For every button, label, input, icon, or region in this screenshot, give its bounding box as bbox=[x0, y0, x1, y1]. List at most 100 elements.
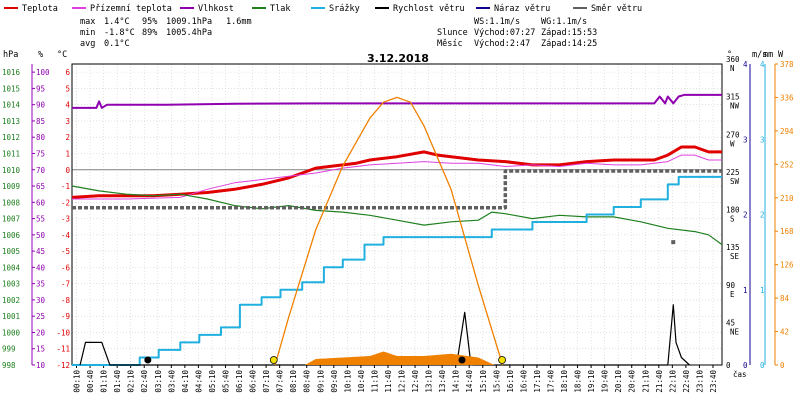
tick-humidity-12: 70 bbox=[36, 166, 46, 175]
tick-x-36: 18:10 bbox=[560, 370, 569, 393]
info-moonset: Západ:14:25 bbox=[541, 39, 597, 49]
tick-x-5: 02:40 bbox=[140, 370, 149, 393]
tick-x-6: 03:10 bbox=[154, 370, 163, 393]
tick-x-19: 09:40 bbox=[330, 370, 339, 393]
legend-label-0: Teplota bbox=[22, 4, 58, 14]
tick-x-23: 11:40 bbox=[384, 370, 393, 393]
tick-temperature-8: -4 bbox=[61, 231, 71, 240]
tick-pressure-1: 999 bbox=[2, 345, 16, 354]
tick-x-4: 02:10 bbox=[127, 370, 136, 393]
tick-pressure-6: 1004 bbox=[2, 263, 21, 272]
tick-pressure-2: 1000 bbox=[2, 328, 21, 337]
tick-x-35: 17:40 bbox=[546, 370, 555, 393]
unit-rain: mm bbox=[763, 50, 773, 60]
stat-0-3: 1009.1hPa bbox=[166, 17, 212, 27]
rain-intensity-area bbox=[304, 351, 495, 365]
tick-humidity-7: 45 bbox=[36, 247, 45, 256]
grid bbox=[72, 64, 722, 366]
tick-x-41: 20:40 bbox=[628, 370, 637, 393]
tick-direction-3: 135 bbox=[726, 243, 740, 252]
tick-temperature-9: -3 bbox=[61, 215, 70, 224]
tick-x-13: 06:40 bbox=[249, 370, 258, 393]
tick-x-27: 13:40 bbox=[438, 370, 447, 393]
tick-pressure-4: 1002 bbox=[2, 296, 20, 305]
stat-1-2: 89% bbox=[142, 28, 157, 38]
tick-pressure-12: 1010 bbox=[2, 166, 21, 175]
tick-x-1: 00:40 bbox=[86, 370, 95, 393]
tick-x-44: 22:10 bbox=[668, 370, 677, 393]
tick-rain-4: 4 bbox=[760, 60, 765, 69]
series-line-5 bbox=[79, 304, 690, 366]
tick-pressure-16: 1014 bbox=[2, 101, 21, 110]
tick-x-24: 12:10 bbox=[398, 370, 407, 393]
tick-temperature-3: -9 bbox=[61, 312, 70, 321]
moon-marker-1 bbox=[458, 356, 466, 364]
tick-humidity-8: 50 bbox=[36, 231, 46, 240]
tick-pressure-3: 1001 bbox=[2, 312, 20, 321]
tick-solar-0: 0 bbox=[780, 361, 785, 370]
tick-solar-7: 294 bbox=[780, 127, 794, 136]
unit-solar: W bbox=[778, 50, 784, 60]
tick-direction-label-4: S bbox=[730, 215, 735, 224]
stat-0-0: max bbox=[80, 17, 95, 27]
tick-temperature-2: -10 bbox=[56, 328, 70, 337]
tick-x-45: 22:40 bbox=[682, 370, 691, 393]
tick-humidity-4: 30 bbox=[36, 296, 46, 305]
tick-x-21: 10:40 bbox=[357, 370, 366, 393]
tick-wind-0: 0 bbox=[743, 361, 748, 370]
tick-rain-3: 3 bbox=[760, 135, 765, 144]
tick-rain-2: 2 bbox=[760, 211, 765, 220]
tick-wind-1: 1 bbox=[743, 286, 748, 295]
tick-x-20: 10:10 bbox=[343, 370, 352, 393]
tick-solar-9: 378 bbox=[780, 60, 794, 69]
tick-humidity-9: 55 bbox=[36, 215, 45, 224]
tick-pressure-11: 1009 bbox=[2, 182, 20, 191]
tick-humidity-14: 80 bbox=[36, 133, 46, 142]
tick-x-18: 09:10 bbox=[316, 370, 325, 393]
tick-temperature-0: -12 bbox=[56, 361, 70, 370]
tick-humidity-1: 15 bbox=[36, 345, 45, 354]
tick-x-17: 08:40 bbox=[303, 370, 312, 393]
tick-x-14: 07:10 bbox=[262, 370, 271, 393]
stat-1-3: 1005.4hPa bbox=[166, 28, 212, 38]
tick-solar-3: 126 bbox=[780, 261, 794, 270]
tick-solar-4: 168 bbox=[780, 227, 794, 236]
tick-humidity-0: 10 bbox=[36, 361, 46, 370]
stat-2-0: avg bbox=[80, 39, 95, 49]
tick-temperature-14: 2 bbox=[65, 133, 70, 142]
tick-direction-0: 0 bbox=[726, 361, 731, 370]
tick-rain-0: 0 bbox=[760, 361, 765, 370]
tick-direction-7: 315 bbox=[726, 93, 740, 102]
tick-x-47: 23:40 bbox=[709, 370, 718, 393]
info-moon-label: Měsíc bbox=[437, 39, 463, 49]
tick-humidity-18: 100 bbox=[36, 68, 50, 77]
sun-marker-1 bbox=[498, 356, 506, 364]
tick-pressure-14: 1012 bbox=[2, 133, 20, 142]
legend-label-1: Přízemní teplota bbox=[90, 4, 172, 14]
tick-x-40: 20:10 bbox=[614, 370, 623, 393]
series-line-4 bbox=[72, 175, 722, 366]
tick-wind-2: 2 bbox=[743, 211, 748, 220]
tick-pressure-18: 1016 bbox=[2, 68, 21, 77]
tick-pressure-10: 1008 bbox=[2, 198, 21, 207]
stat-1-0: min bbox=[80, 28, 95, 38]
tick-x-37: 18:40 bbox=[574, 370, 583, 393]
unit-wind: m/s bbox=[752, 50, 767, 60]
info-sunset: Západ:15:53 bbox=[541, 28, 597, 38]
tick-direction-6: 270 bbox=[726, 130, 740, 139]
tick-x-11: 05:40 bbox=[221, 370, 230, 393]
tick-pressure-0: 998 bbox=[2, 361, 16, 370]
astro-info-panel: WS:1.1m/s WG:1.1m/s Slunce Východ:07:27 Zápa… bbox=[437, 17, 597, 49]
tick-x-22: 11:10 bbox=[370, 370, 379, 393]
tick-wind-4: 4 bbox=[743, 60, 748, 69]
tick-temperature-4: -8 bbox=[61, 296, 71, 305]
tick-x-9: 04:40 bbox=[194, 370, 203, 393]
tick-x-31: 15:40 bbox=[492, 370, 501, 393]
legend-label-2: Vlhkost bbox=[198, 4, 234, 14]
tick-solar-2: 84 bbox=[780, 294, 790, 303]
legend: Teplota Přízemní teplota Vlhkost Tlak Srážky… bbox=[4, 4, 642, 14]
tick-pressure-9: 1007 bbox=[2, 215, 20, 224]
tick-humidity-16: 90 bbox=[36, 101, 46, 110]
tick-x-32: 16:10 bbox=[506, 370, 515, 393]
tick-x-39: 19:40 bbox=[601, 370, 610, 393]
